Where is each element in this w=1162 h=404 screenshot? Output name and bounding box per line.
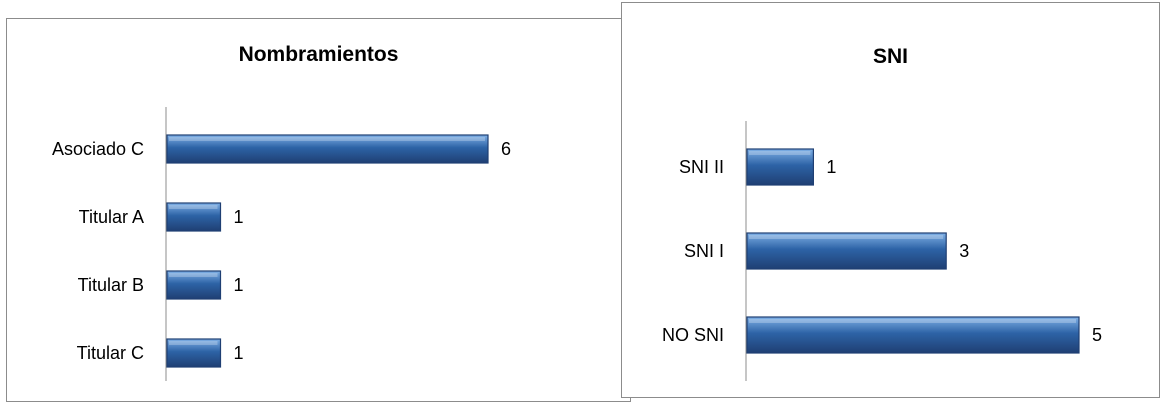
- data-label: 3: [959, 241, 969, 261]
- category-label: SNI I: [684, 241, 724, 261]
- category-label: Titular B: [78, 275, 144, 295]
- category-label: Titular A: [79, 207, 144, 227]
- bar: [166, 338, 222, 368]
- category-label: SNI II: [679, 157, 724, 177]
- bar-highlight: [749, 151, 811, 155]
- bar-highlight: [749, 319, 1076, 323]
- bar: [166, 270, 222, 300]
- bar: [746, 232, 947, 270]
- category-label: Asociado C: [52, 139, 144, 159]
- bar-highlight: [169, 205, 218, 209]
- data-label: 1: [234, 275, 244, 295]
- bar: [746, 316, 1080, 354]
- data-label: 1: [234, 343, 244, 363]
- chart-title: Nombramientos: [238, 43, 399, 66]
- bar-highlight: [749, 235, 944, 239]
- data-label: 1: [826, 157, 836, 177]
- category-label: NO SNI: [662, 325, 724, 345]
- chart-plot-area: Asociado C 6 Titular A 1 Titular B 1 Titular C…: [52, 107, 511, 381]
- bar: [166, 134, 489, 164]
- data-label: 1: [234, 207, 244, 227]
- bar-highlight: [169, 273, 218, 277]
- data-label: 5: [1092, 325, 1102, 345]
- bar-highlight: [169, 341, 218, 345]
- bar: [166, 202, 222, 232]
- chart-plot-area: SNI II 1 SNI I 3 NO SNI 5: [662, 121, 1102, 381]
- chart-nombramientos: Nombramientos Asociado C 6 Titular A 1 Titul…: [6, 18, 631, 402]
- bar-highlight: [169, 137, 485, 141]
- chart-title: SNI: [872, 45, 908, 68]
- data-label: 6: [501, 139, 511, 159]
- category-label: Titular C: [77, 343, 144, 363]
- bar: [746, 148, 815, 186]
- chart-sni: SNI SNI II 1 SNI I 3 NO SNI 5: [621, 2, 1160, 398]
